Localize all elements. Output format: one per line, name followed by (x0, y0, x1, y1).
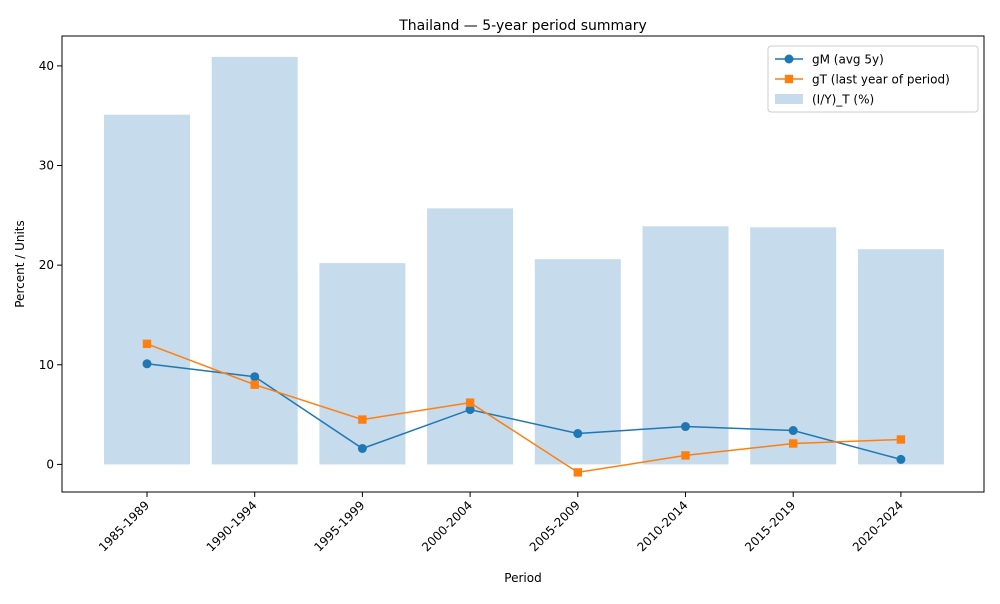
legend-label-0: gM (avg 5y) (812, 53, 884, 67)
y-axis: 0 10 20 30 40 (39, 59, 62, 471)
y-axis-label: Percent / Units (13, 220, 27, 308)
y-tick-label-10: 10 (39, 358, 54, 372)
point-0-2010-2014 (681, 422, 690, 432)
legend: gM (avg 5y) gT (last year of period) (I/Y)… (767, 45, 979, 113)
point-0-2000-2004 (465, 405, 475, 415)
bar-1990-1994 (211, 56, 298, 465)
legend-box (767, 45, 979, 113)
point-0-2015-2019 (788, 426, 798, 436)
point-1-1995-1999 (358, 415, 367, 424)
chart-title: Thailand — 5-year period summary (398, 18, 647, 34)
bar-1985-1989 (104, 114, 190, 465)
legend-marker-1 (784, 74, 794, 84)
point-1-2000-2004 (465, 398, 475, 407)
plot-frame (61, 35, 985, 493)
point-0-1995-1999 (357, 443, 367, 453)
point-0-1990-1994 (250, 372, 260, 382)
legend-marker-0 (784, 54, 794, 64)
bar-1995-1999 (319, 263, 406, 465)
point-1-2010-2014 (681, 451, 690, 460)
lines-layer (142, 339, 906, 477)
point-0-2005-2009 (573, 429, 583, 439)
point-1-2015-2019 (789, 439, 798, 448)
legend-label-1: gT (last year of period) (812, 73, 950, 87)
y-tick-label-40: 40 (39, 59, 54, 73)
point-1-1985-1989 (142, 339, 152, 349)
y-tick-label-0: 0 (46, 457, 54, 471)
point-0-1985-1989 (142, 359, 152, 369)
bar-2000-2004 (427, 208, 514, 465)
legend-swatch-bars (775, 94, 803, 104)
point-1-1990-1994 (250, 380, 259, 389)
bar-2015-2019 (750, 227, 837, 465)
series-line-0 (146, 363, 902, 461)
legend-label-2: (I/Y)_T (%) (812, 93, 874, 107)
y-tick-label-30: 30 (39, 159, 54, 173)
point-1-2005-2009 (573, 468, 582, 477)
x-axis-label: Period (504, 571, 541, 585)
point-1-2020-2024 (896, 435, 906, 444)
bar-2020-2024 (857, 249, 944, 465)
bars-layer (104, 56, 944, 465)
series-line-1 (146, 343, 901, 474)
point-0-2020-2024 (896, 454, 906, 464)
y-tick-label-20: 20 (39, 258, 54, 272)
